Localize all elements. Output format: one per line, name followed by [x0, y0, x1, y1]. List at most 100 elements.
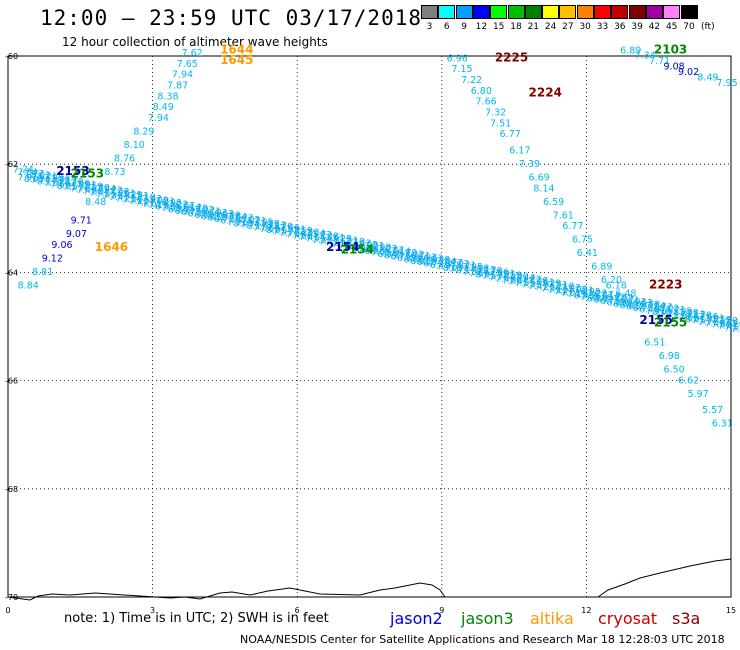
wave-height-value: 6.48	[615, 289, 636, 300]
legend-swatch	[455, 5, 473, 19]
dense-track-value: 7.68	[711, 321, 731, 331]
dense-track-value: 8.17	[456, 267, 476, 277]
dense-track-value: 6.84	[168, 205, 188, 215]
dense-track-value: 8.21	[247, 217, 267, 227]
dense-track-value: 7.74	[31, 176, 51, 186]
dense-track-value: 7.61	[535, 278, 555, 288]
track-time-label: 1644	[220, 42, 253, 56]
coastline-east	[597, 558, 732, 598]
dense-track-value: 6.72	[214, 215, 234, 225]
dense-track-value: 7.29	[122, 190, 142, 200]
wave-height-value: 7.62	[182, 48, 203, 59]
dense-track-value: 7.05	[580, 293, 600, 303]
dense-track-value: 7.95	[463, 263, 483, 273]
dense-track-value: 7.72	[103, 186, 123, 196]
dense-track-value: 7.49	[286, 230, 306, 240]
legend-swatch-label: 36	[614, 22, 626, 32]
dense-track-value: 7.44	[724, 318, 740, 328]
wave-height-value: 7.22	[461, 75, 482, 86]
dense-track-value: 7.70	[63, 178, 83, 188]
wave-height-value: 7.15	[451, 64, 472, 75]
dense-track-value: 7.88	[469, 264, 489, 274]
dense-track-value: 7.68	[502, 276, 522, 286]
wave-height-value: 6.89	[591, 262, 612, 273]
dense-track-value: 7.91	[495, 269, 515, 279]
legend-swatch	[645, 5, 663, 19]
dense-track-value: 7.33	[103, 191, 123, 201]
dense-track-value: 7.69	[50, 180, 70, 190]
dense-track-value: 7.09	[149, 196, 169, 206]
wave-height-value: 6.96	[447, 53, 468, 64]
legend-swatch	[628, 5, 646, 19]
legend-swatch-label: 30	[579, 22, 591, 32]
dense-track-value: 7.38	[109, 187, 129, 197]
dense-track-value: 6.49	[221, 217, 241, 227]
dense-track-value: 7.51	[338, 236, 358, 246]
lat-tick-label: -66	[5, 377, 18, 386]
page-subtitle: 12 hour collection of altimeter wave hei…	[62, 35, 328, 49]
dense-track-value: 7.18	[554, 282, 574, 292]
dense-track-value: 7.31	[574, 286, 594, 296]
track-time-label: 2154	[341, 242, 374, 256]
dense-track-value: 7.41	[508, 278, 528, 288]
dense-track-value: 7.27	[345, 243, 365, 253]
legend-swatch	[421, 5, 438, 19]
legend-unit: (ft)	[701, 22, 715, 32]
dense-track-value: 8.01	[266, 226, 286, 236]
dense-track-value: 7.80	[718, 317, 738, 327]
lon-tick-label: 12	[581, 606, 591, 615]
dense-track-value: 7.01	[561, 289, 581, 299]
dense-track-value: 7.15	[567, 290, 587, 300]
dense-track-value: 7.77	[234, 214, 254, 224]
wave-height-value: 8.49	[697, 72, 718, 83]
dense-track-value: 7.33	[522, 280, 542, 290]
dense-track-value: 6.66	[404, 255, 424, 265]
dense-track-value: 6.81	[410, 257, 430, 267]
legend-swatch-label: 27	[562, 22, 574, 32]
dense-track-value: 7.91	[646, 307, 666, 317]
wave-height-value: 8.29	[133, 126, 154, 137]
dense-track-value: 7.76	[279, 229, 299, 239]
dense-track-value: 7.95	[44, 174, 64, 184]
dense-track-value: 7.42	[142, 194, 162, 204]
dense-track-value: 7.12	[129, 197, 149, 207]
dense-track-value: 7.91	[227, 218, 247, 228]
dense-track-value: 6.72	[633, 304, 653, 314]
dense-track-value: 6.89	[188, 210, 208, 220]
dense-track-value: 6.98	[371, 243, 391, 253]
dense-track-value: 6.72	[423, 260, 443, 270]
dense-track-value: 8.05	[234, 219, 254, 229]
dense-track-value: 7.41	[718, 322, 738, 332]
wave-height-value: 9.71	[71, 216, 92, 227]
dense-track-value: 7.22	[378, 244, 398, 254]
dense-track-value: 7.33	[731, 325, 740, 335]
dense-track-value: 8.21	[37, 172, 57, 182]
footer-credit: NOAA/NESDIS Center for Satellite Applica…	[240, 633, 725, 646]
axis-labels: -60 -62 -64 -66 -68 -70 0 3 6 9 12 15	[5, 52, 736, 615]
dense-track-value: 7.61	[325, 233, 345, 243]
wave-height-value: 7.87	[167, 80, 188, 91]
dense-track-value: 7.55	[724, 324, 740, 334]
dense-track-value: 7.33	[312, 236, 332, 246]
dense-track-value: 7.82	[44, 179, 64, 189]
dense-track-value: 7.01	[142, 200, 162, 210]
dense-track-value: 7.31	[155, 197, 175, 207]
dense-track-value: 6.98	[162, 199, 182, 209]
dense-track-value: 7.91	[18, 173, 38, 183]
dense-track-value: 7.44	[306, 229, 326, 239]
dense-track-value: 7.68	[83, 187, 103, 197]
legend-swatch	[559, 5, 577, 19]
dense-track-value: 7.61	[116, 189, 136, 199]
legend-swatch-label: 39	[631, 22, 643, 32]
coastline	[7, 558, 732, 601]
track-time-label: 2225	[495, 50, 528, 64]
dense-track-value: 7.42	[351, 239, 371, 249]
dense-track-value: 6.58	[626, 303, 646, 313]
dense-track-value: 7.49	[77, 186, 97, 196]
dense-track-value: 7.95	[672, 307, 692, 317]
wave-height-value: 9.08	[664, 62, 685, 73]
dense-track-value: 7.57	[692, 317, 712, 327]
dense-track-value: 6.58	[207, 214, 227, 224]
dense-track-value: 7.12	[548, 286, 568, 296]
